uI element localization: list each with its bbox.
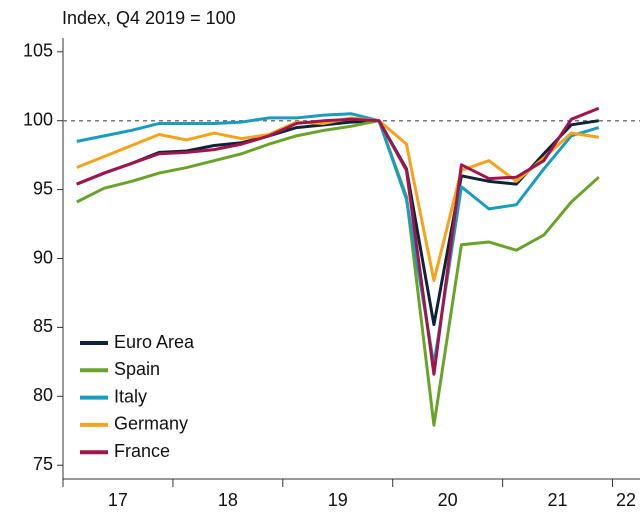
y-tick-label: 105 bbox=[23, 41, 53, 61]
legend-label: Italy bbox=[114, 386, 147, 406]
series-line bbox=[76, 112, 600, 367]
y-tick-label: 85 bbox=[33, 316, 53, 336]
y-tick-label: 100 bbox=[23, 109, 53, 129]
y-tick-label: 75 bbox=[33, 454, 53, 474]
legend-label: France bbox=[114, 441, 170, 461]
legend-label: Germany bbox=[114, 414, 188, 434]
y-tick-label: 80 bbox=[33, 385, 53, 405]
y-tick-label: 90 bbox=[33, 247, 53, 267]
x-tick-label: 18 bbox=[218, 490, 238, 510]
x-tick-label: 20 bbox=[438, 490, 458, 510]
x-tick-label: 21 bbox=[548, 490, 568, 510]
series-line bbox=[76, 106, 600, 376]
legend-label: Spain bbox=[114, 359, 160, 379]
y-tick-label: 95 bbox=[33, 178, 53, 198]
legend-label: Euro Area bbox=[114, 332, 195, 352]
series-line bbox=[76, 119, 600, 327]
x-tick-label: 17 bbox=[108, 490, 128, 510]
series-line bbox=[76, 119, 600, 427]
x-tick-label: 22 bbox=[616, 490, 636, 510]
chart-title: Index, Q4 2019 = 100 bbox=[62, 8, 236, 28]
x-tick-label: 19 bbox=[328, 490, 348, 510]
